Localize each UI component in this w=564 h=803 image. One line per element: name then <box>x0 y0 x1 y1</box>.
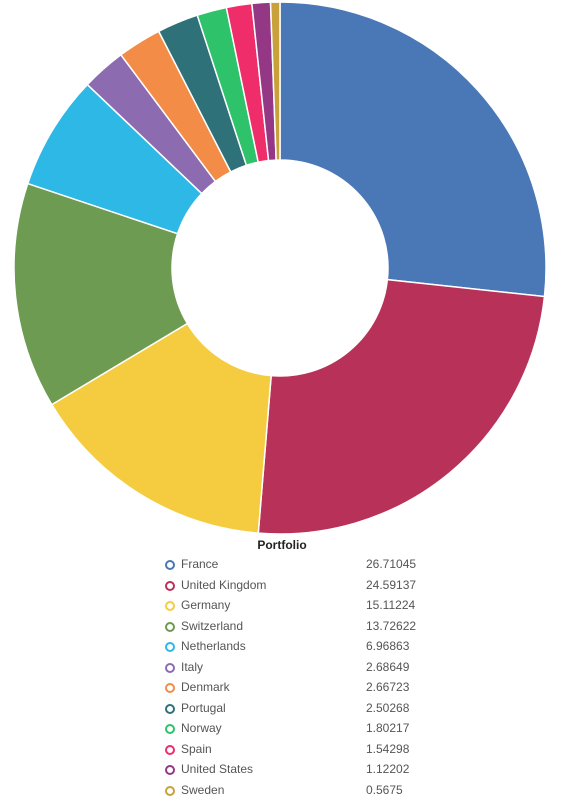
legend-label: Germany <box>181 598 230 612</box>
legend-label: Italy <box>181 660 203 674</box>
slice-united-kingdom[interactable] <box>258 280 544 534</box>
legend-marker-icon <box>165 622 175 632</box>
legend-marker-icon <box>165 683 175 693</box>
legend-marker-icon <box>165 581 175 591</box>
legend-title: Portfolio <box>0 538 564 552</box>
donut-chart <box>0 0 564 540</box>
legend-value: 2.66723 <box>366 680 409 694</box>
legend-label: United States <box>181 762 253 776</box>
legend-label: Portugal <box>181 701 226 715</box>
legend-label: Sweden <box>181 783 224 797</box>
legend-marker-icon <box>165 724 175 734</box>
legend-marker-icon <box>165 601 175 611</box>
legend-marker-icon <box>165 560 175 570</box>
legend-value: 2.50268 <box>366 701 409 715</box>
legend-marker-icon <box>165 642 175 652</box>
legend-value: 24.59137 <box>366 578 416 592</box>
legend-label: Netherlands <box>181 639 246 653</box>
legend-label: Norway <box>181 721 222 735</box>
slice-france[interactable] <box>280 2 546 297</box>
legend-label: Spain <box>181 742 212 756</box>
legend-label: France <box>181 557 218 571</box>
legend-marker-icon <box>165 704 175 714</box>
legend-value: 26.71045 <box>366 557 416 571</box>
legend-value: 6.96863 <box>366 639 409 653</box>
legend-value: 0.5675 <box>366 783 403 797</box>
legend-label: United Kingdom <box>181 578 266 592</box>
legend-marker-icon <box>165 663 175 673</box>
legend-label: Switzerland <box>181 619 243 633</box>
legend-value: 15.11224 <box>366 598 415 612</box>
legend-value: 1.12202 <box>366 762 409 776</box>
legend-label: Denmark <box>181 680 230 694</box>
legend-value: 2.68649 <box>366 660 409 674</box>
legend-value: 13.72622 <box>366 619 416 633</box>
legend-value: 1.80217 <box>366 721 409 735</box>
legend-marker-icon <box>165 745 175 755</box>
legend-value: 1.54298 <box>366 742 409 756</box>
legend-marker-icon <box>165 765 175 775</box>
legend-marker-icon <box>165 786 175 796</box>
